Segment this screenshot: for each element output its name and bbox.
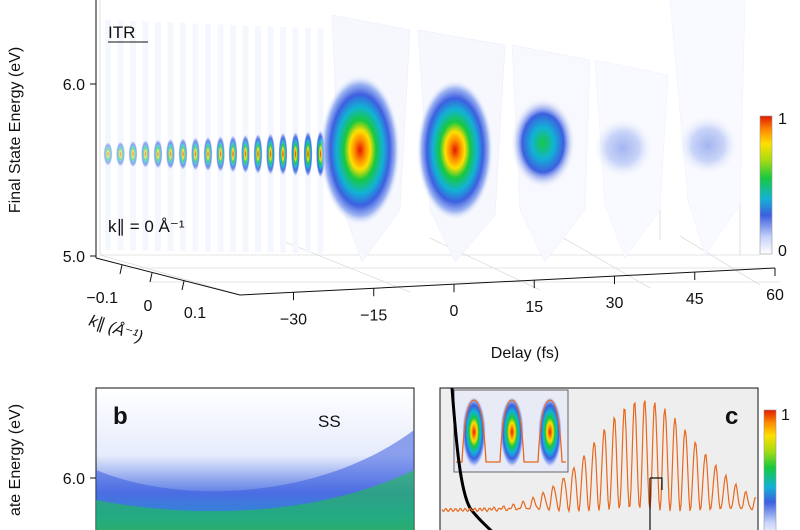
slice-45-intensity (678, 115, 738, 175)
fringe-slice (167, 22, 174, 251)
panel-b: b SS ate Energy (eV) 6.0 (7, 387, 415, 530)
colorbar-c (763, 409, 777, 530)
panel-c: c 1 (439, 387, 790, 530)
fringe-intensity (216, 135, 225, 173)
k-axis-line (95, 257, 241, 296)
k-tick-mark (149, 272, 153, 283)
delay-tick-label: −30 (280, 311, 307, 328)
panel-b-y-axis-title: ate Energy (eV) (7, 404, 24, 516)
delay-axis-line (239, 267, 776, 296)
delay-tick-label: 0 (450, 303, 459, 320)
fringe-intensity (178, 137, 188, 171)
slice-15-intensity (511, 98, 575, 188)
inset-spot (500, 396, 524, 468)
floor-grid (99, 235, 780, 296)
k-tick-label: 0.1 (184, 305, 206, 322)
slice-0-intensity (417, 80, 493, 220)
k-tick-label: −0.1 (86, 290, 118, 307)
y-tick-label: 5.0 (63, 249, 85, 266)
k-tick-label: 0 (144, 298, 153, 315)
fringe-intensity (291, 131, 300, 177)
fringe-intensity (241, 134, 250, 174)
fringe-intensity (303, 130, 313, 178)
fringe-intensity (103, 142, 113, 166)
fringe-slice (105, 20, 111, 250)
panel-c-letter: c (725, 403, 738, 430)
fringe-intensity (228, 134, 238, 174)
fringe-slice (117, 20, 124, 251)
itr-label: ITR (108, 23, 135, 42)
delay-axis-title: Delay (fs) (491, 345, 559, 362)
major-slices (320, 0, 746, 263)
slice-30-intensity (593, 118, 653, 178)
delay-tick-label: 45 (686, 291, 704, 308)
colorbar-c-max: 1 (781, 407, 790, 424)
fringe-intensity (278, 132, 288, 176)
fringe-slice (155, 22, 161, 251)
k-axis-title: k∥ (Å⁻¹) (87, 311, 146, 346)
fringe-intensity (266, 132, 275, 176)
fringe-intensity (153, 139, 163, 169)
fringe-intensity (203, 136, 213, 172)
y-tick-label: 6.0 (63, 77, 85, 94)
fringe-intensity (128, 140, 138, 168)
orange-trace (441, 400, 757, 514)
fringe-intensity (166, 138, 175, 170)
inset-spot (538, 396, 562, 468)
inset-trace (456, 399, 566, 463)
black-trace (450, 387, 493, 530)
panel-a: ITR k∥ = 0 Å⁻¹ Final State Energy (eV) 6… (7, 0, 787, 362)
delay-tick-label: 15 (525, 299, 543, 316)
slice-minus15-intensity (320, 75, 400, 225)
fringe-intensity (116, 141, 125, 167)
bracket-marker (649, 477, 663, 530)
delay-tick-label: 30 (606, 295, 624, 312)
k-tick-mark (181, 280, 185, 291)
fringe-slice (180, 23, 186, 252)
fringe-intensity (253, 133, 263, 175)
inset-spot (462, 396, 486, 468)
y-tick-label: 6.0 (63, 471, 85, 488)
delay-tick-label: 60 (766, 287, 784, 304)
colorbar-a-max: 1 (778, 111, 787, 128)
fringe-slice (142, 21, 149, 251)
fringe-intensity (141, 139, 150, 169)
fringe-intensity (191, 137, 200, 171)
panel-b-letter: b (113, 403, 128, 430)
k-annotation: k∥ = 0 Å⁻¹ (108, 217, 185, 236)
fringe-slice (130, 21, 136, 251)
k-tick-mark (119, 264, 123, 275)
y-axis-title-a: Final State Energy (eV) (7, 47, 24, 213)
colorbar-a-min: 0 (778, 243, 787, 260)
panel-b-band-core (96, 470, 414, 530)
colorbar-a (759, 115, 773, 255)
delay-tick-label: −15 (360, 307, 387, 324)
panel-b-ss-label: SS (318, 412, 341, 431)
delay-ticks: −30 −15 0 15 30 45 60 (280, 268, 784, 328)
